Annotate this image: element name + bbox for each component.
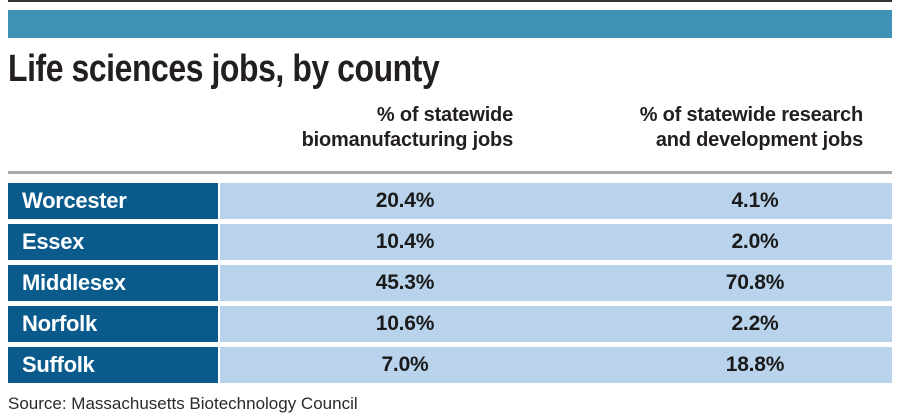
value-biomanufacturing: 7.0% xyxy=(381,353,429,376)
value-biomanufacturing: 45.3% xyxy=(375,271,435,294)
value-research-development: 18.8% xyxy=(725,353,785,376)
value-research-development: 2.2% xyxy=(731,312,779,335)
county-cell: Middlesex xyxy=(8,265,218,301)
column-header-line-1: % of statewide xyxy=(376,104,513,126)
value-research-development: 2.0% xyxy=(731,230,779,253)
row-values: 10.6% 2.2% xyxy=(220,306,892,342)
source-note: Source: Massachusetts Biotechnology Coun… xyxy=(8,394,358,413)
table-row: Essex 10.4% 2.0% xyxy=(8,224,892,260)
top-rule xyxy=(8,0,892,2)
value-research-development: 4.1% xyxy=(731,189,779,212)
county-cell: Worcester xyxy=(8,183,218,219)
accent-bar xyxy=(8,10,892,38)
county-cell: Suffolk xyxy=(8,347,218,383)
table-row: Middlesex 45.3% 70.8% xyxy=(8,265,892,301)
column-header-line-2: and development jobs xyxy=(655,129,863,151)
column-header-biomanufacturing: % of statewide biomanufacturing jobs xyxy=(301,103,514,153)
table-row: Suffolk 7.0% 18.8% xyxy=(8,347,892,383)
table-row: Worcester 20.4% 4.1% xyxy=(8,183,892,219)
row-values: 7.0% 18.8% xyxy=(220,347,892,383)
value-biomanufacturing: 10.4% xyxy=(375,230,435,253)
row-values: 10.4% 2.0% xyxy=(220,224,892,260)
column-header-line-2: biomanufacturing jobs xyxy=(301,129,514,151)
table-row: Norfolk 10.6% 2.2% xyxy=(8,306,892,342)
value-biomanufacturing: 20.4% xyxy=(375,189,435,212)
county-cell: Essex xyxy=(8,224,218,260)
header-divider xyxy=(8,171,892,174)
table-body: Worcester 20.4% 4.1% Essex 10.4% 2.0% Mi… xyxy=(8,183,892,383)
row-values: 20.4% 4.1% xyxy=(220,183,892,219)
column-header-line-1: % of statewide research xyxy=(639,104,863,126)
row-values: 45.3% 70.8% xyxy=(220,265,892,301)
column-header-research-development: % of statewide research and development … xyxy=(640,103,863,153)
page-title: Life sciences jobs, by county xyxy=(8,48,440,90)
value-biomanufacturing: 10.6% xyxy=(375,312,435,335)
value-research-development: 70.8% xyxy=(725,271,785,294)
county-cell: Norfolk xyxy=(8,306,218,342)
